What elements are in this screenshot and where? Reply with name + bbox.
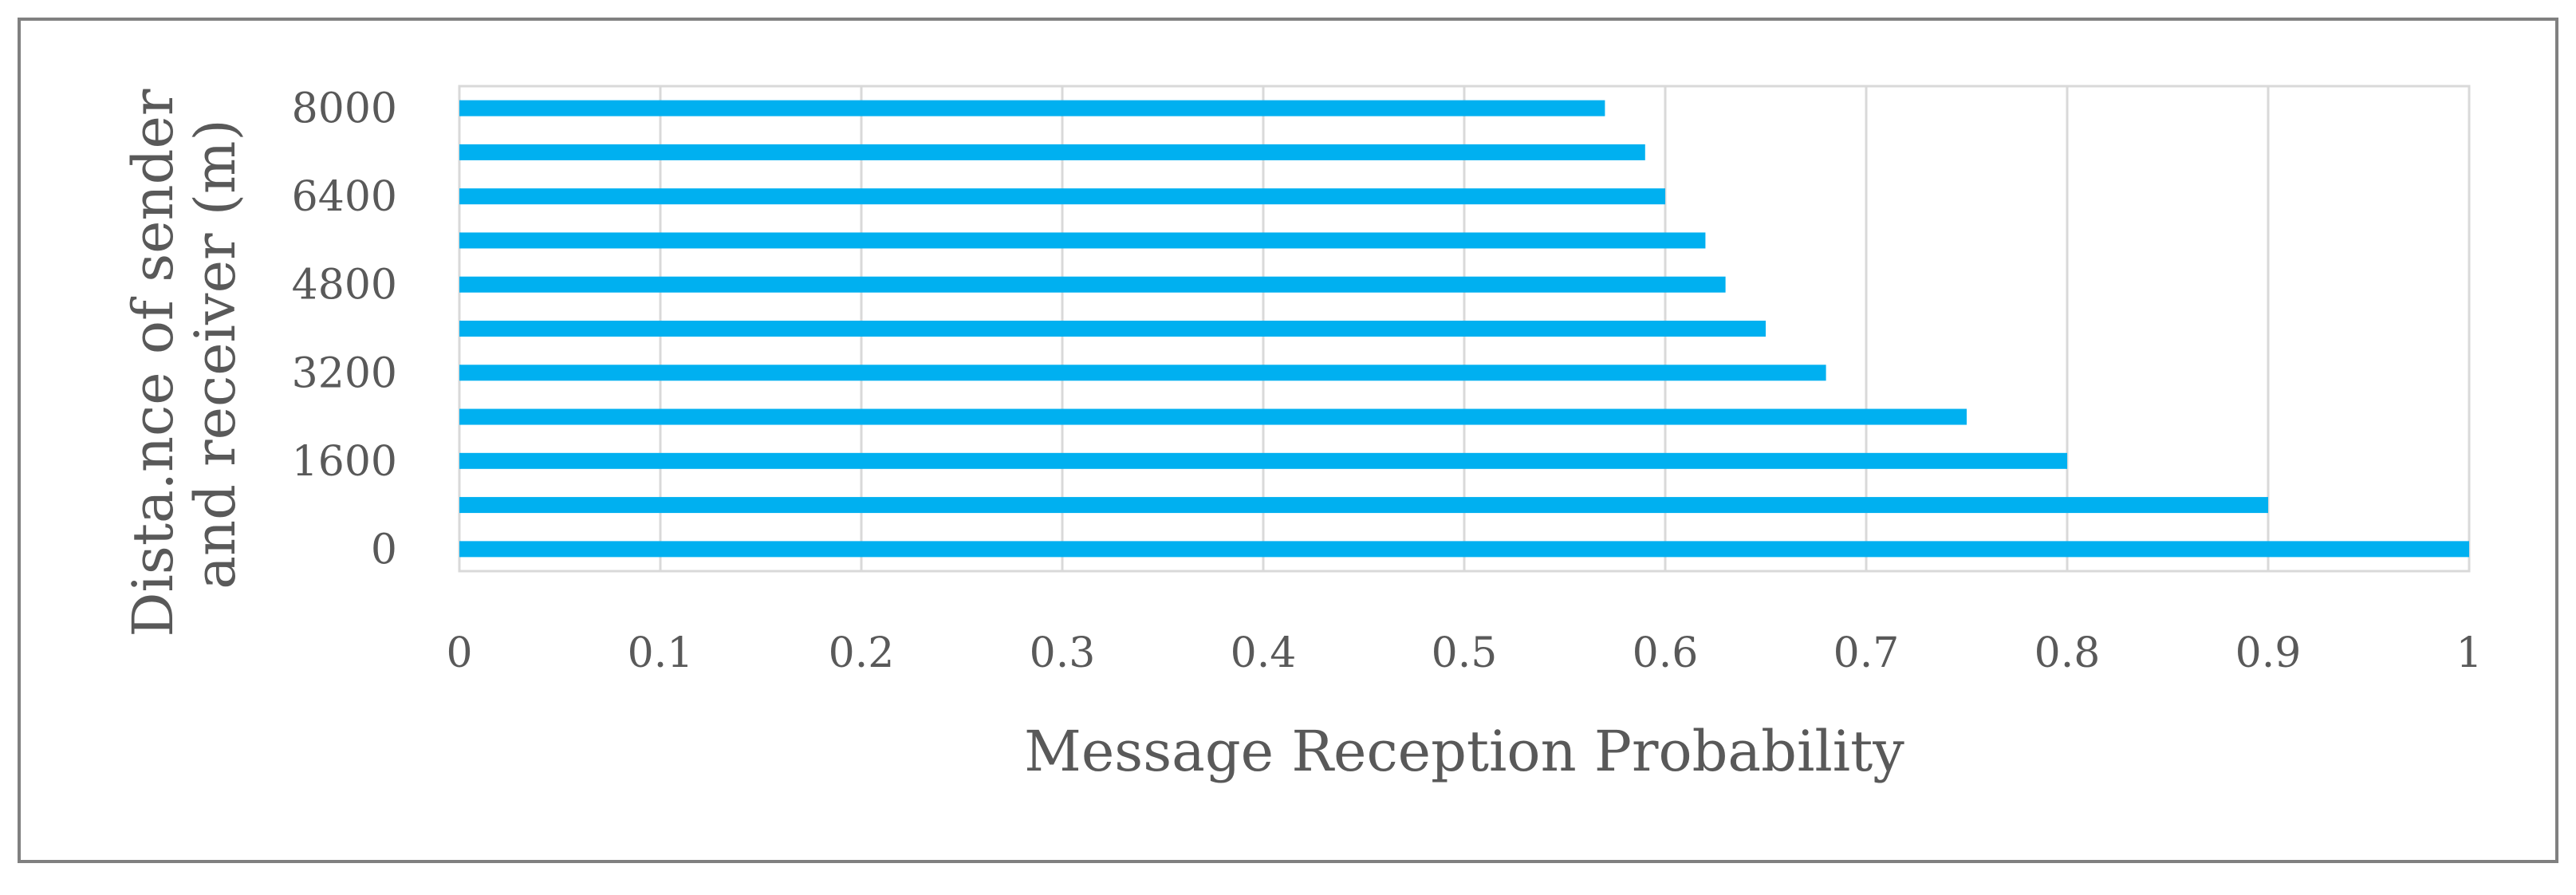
bar-800 [459,497,2268,514]
x-tick-label: 0.6 [1633,629,1699,677]
x-tick-label: 0.4 [1231,629,1297,677]
y-axis-title-line-2: and receiver (m) [183,119,248,589]
y-tick-label: 8000 [292,85,397,133]
bar-4000 [459,321,1766,337]
x-tick-label: 0.8 [2034,629,2101,677]
x-tick-label: 0.2 [829,629,895,677]
x-tick-label: 0.1 [628,629,694,677]
x-tick-labels: 0 0.1 0.2 0.3 0.4 0.5 0.6 0.7 0.8 0.9 1 [446,629,2482,677]
x-tick-label: 0.9 [2235,629,2302,677]
bar-1600 [459,452,2067,469]
y-axis-title: Dista.nce of sender and receiver (m) [120,71,248,637]
x-axis-title: Message Reception Probability [1024,719,1904,784]
bars [459,100,2469,558]
bar-4800 [459,276,1726,293]
y-tick-label: 0 [371,526,397,574]
x-tick-label: 0 [446,629,472,677]
x-tick-label: 0.5 [1432,629,1498,677]
bar-7200 [459,144,1645,160]
y-tick-label: 1600 [292,438,397,486]
bar-2400 [459,408,1967,425]
bar-0 [459,541,2469,558]
y-tick-label: 6400 [292,173,397,221]
x-tick-label: 0.7 [1834,629,1900,677]
y-tick-label: 3200 [292,349,397,397]
y-tick-labels: 0 1600 3200 4800 6400 8000 [292,85,397,574]
x-tick-label: 0.3 [1030,629,1096,677]
y-tick-label: 4800 [292,262,397,310]
bar-6400 [459,188,1665,205]
bar-8000 [459,100,1605,116]
bar-3200 [459,365,1826,381]
bar-5600 [459,232,1706,249]
y-axis-title-line-1: Dista.nce of sender [120,89,186,637]
x-tick-label: 1 [2456,629,2482,677]
